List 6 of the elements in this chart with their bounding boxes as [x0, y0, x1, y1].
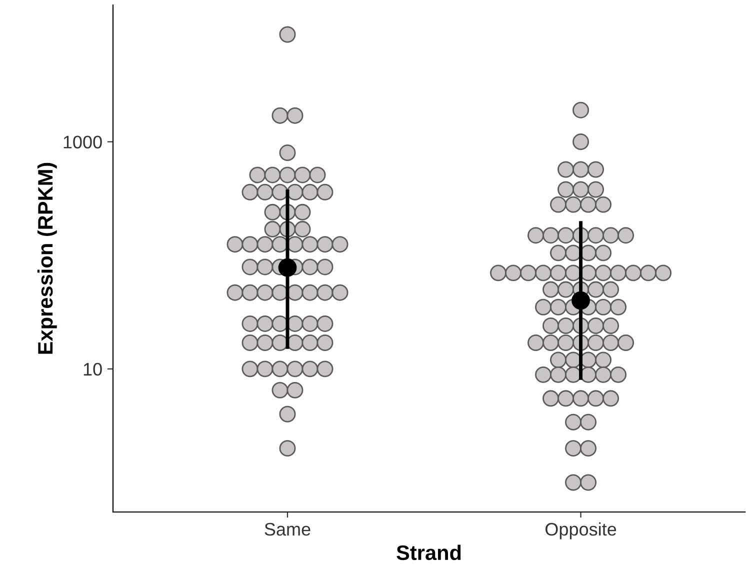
- y-tick-label: 10: [84, 362, 102, 376]
- x-tick-label: Same: [264, 522, 310, 536]
- y-tick-label: 1000: [64, 136, 102, 148]
- y-axis-title: Expression (RPKM): [37, 162, 57, 354]
- x-tick-label: Opposite: [545, 522, 616, 540]
- x-axis-title: Strand: [396, 544, 461, 560]
